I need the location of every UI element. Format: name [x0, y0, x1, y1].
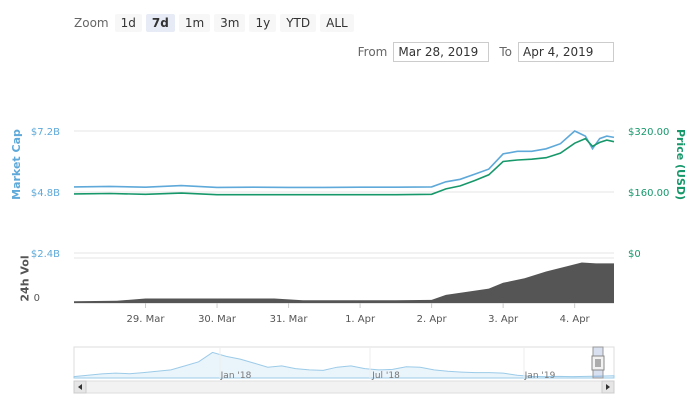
zoom-3m-button[interactable]: 3m: [214, 14, 246, 32]
right-tick-label: $0: [628, 249, 641, 260]
to-label: To: [499, 45, 512, 59]
zoom-1m-button[interactable]: 1m: [178, 14, 211, 32]
scroll-left-icon: [78, 384, 82, 390]
volume-area: [74, 262, 614, 303]
price-axis-title: Price (USD): [674, 128, 688, 201]
x-tick-label: 2. Apr: [417, 314, 448, 325]
navigator-label: Jul '18: [371, 371, 400, 381]
navigator-label: Jan '18: [220, 371, 252, 381]
x-tick-label: 29. Mar: [127, 314, 166, 325]
navigator-label: Jan '19: [524, 371, 556, 381]
date-range-bar: From To: [348, 42, 614, 62]
to-date-input[interactable]: [518, 42, 614, 62]
navigator-series: [73, 351, 615, 379]
right-tick-label: $320.00: [628, 127, 669, 138]
x-tick-label: 4. Apr: [560, 314, 591, 325]
zoom-1d-button[interactable]: 1d: [114, 14, 142, 32]
right-tick-label: $160.00: [628, 188, 669, 199]
scroll-right-icon: [606, 384, 610, 390]
axis-labels: $7.2B $4.8B $2.4B $320.00 $160.00 $0 0 29. Mar 3…: [31, 127, 670, 325]
x-tick-label: 1. Apr: [345, 314, 376, 325]
from-date-input[interactable]: [393, 42, 490, 62]
x-tick-label: 30. Mar: [198, 314, 237, 325]
zoom-ytd-button[interactable]: YTD: [280, 14, 317, 32]
x-tick-label: 31. Mar: [270, 314, 309, 325]
zoom-7d-button[interactable]: 7d: [145, 14, 175, 32]
volume-area-group: [74, 262, 614, 303]
navigator-scrollbar: [73, 380, 615, 394]
left-tick-label: $4.8B: [31, 188, 60, 199]
price-line: [73, 137, 615, 196]
volume-tick-label: 0: [34, 293, 40, 304]
left-tick-label: $7.2B: [31, 127, 60, 138]
market-cap-axis-title: Market Cap: [9, 129, 23, 200]
zoom-label: Zoom: [74, 16, 109, 30]
x-tick-label: 3. Apr: [488, 314, 519, 325]
zoom-1y-button[interactable]: 1y: [249, 14, 277, 32]
left-tick-label: $2.4B: [31, 249, 60, 260]
zoom-all-button[interactable]: ALL: [320, 14, 354, 32]
volume-axis-title: 24h Vol: [18, 255, 32, 302]
zoom-bar: Zoom 1d 7d 1m 3m 1y YTD ALL: [74, 14, 358, 32]
from-label: From: [357, 45, 388, 59]
series-group: [73, 130, 615, 196]
navigator[interactable]: Jan '18 Jul '18 Jan '19: [73, 346, 615, 394]
market-cap-line: [73, 130, 615, 189]
